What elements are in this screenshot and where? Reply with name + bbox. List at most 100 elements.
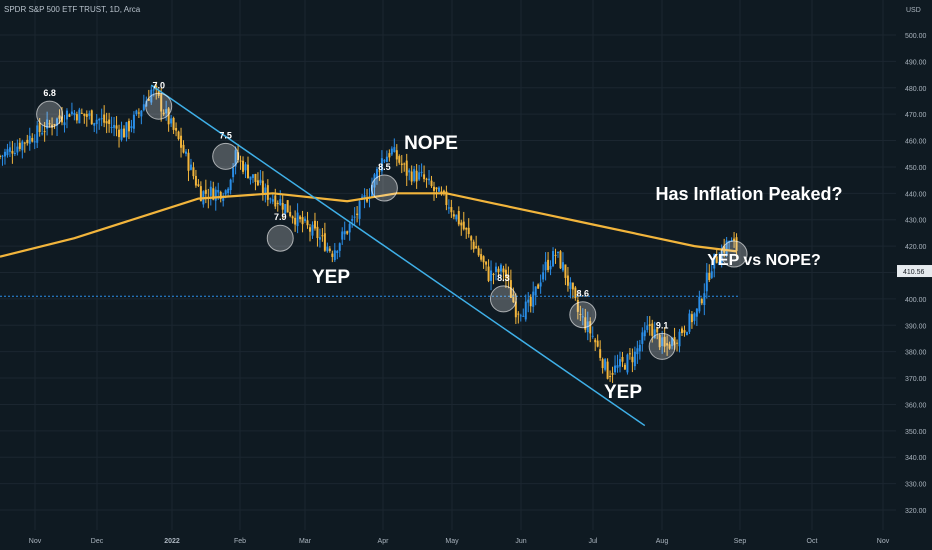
candle-body	[264, 187, 267, 195]
candle-body	[576, 300, 579, 312]
candle-body	[232, 167, 235, 178]
y-tick-label: 330.00	[905, 482, 927, 489]
y-tick-label: 360.00	[905, 402, 927, 409]
candle-body	[601, 359, 604, 369]
candle-body	[160, 94, 163, 112]
candle-body	[105, 121, 108, 124]
candle-body	[385, 156, 388, 163]
candle-body	[197, 184, 200, 187]
candle-body	[73, 112, 76, 116]
candle-body	[80, 112, 83, 114]
candle-body	[517, 313, 520, 315]
candle-body	[199, 186, 202, 202]
candle-body	[108, 119, 111, 125]
candle-body	[214, 189, 217, 201]
candle-body	[698, 296, 701, 312]
annotation-text: YEP vs NOPE?	[707, 252, 821, 269]
highlight-circle	[569, 301, 597, 329]
candle-body	[668, 344, 671, 349]
candle-body	[651, 323, 654, 336]
candle-body	[383, 160, 386, 162]
x-tick-label: Jun	[515, 538, 526, 545]
y-tick-label: 420.00	[905, 244, 927, 251]
candle-body	[254, 173, 257, 182]
candle-body	[676, 342, 679, 344]
candle-body	[167, 108, 170, 125]
candle-body	[455, 214, 458, 220]
candle-body	[428, 178, 431, 181]
candle-body	[447, 207, 450, 209]
candle-body	[623, 364, 626, 370]
candle-body	[53, 123, 56, 126]
candle-body	[398, 156, 401, 163]
candle-body	[333, 250, 336, 261]
candle-body	[410, 171, 413, 182]
candle-body	[115, 125, 118, 129]
candle-body	[534, 286, 537, 296]
x-tick-label: Jul	[589, 538, 598, 545]
candle-body	[554, 254, 557, 256]
candle-body	[249, 176, 252, 180]
highlight-circle	[648, 332, 676, 360]
candle-body	[336, 250, 339, 253]
candle-body	[56, 118, 59, 126]
candle-body	[638, 344, 641, 352]
candle-body	[135, 110, 138, 115]
y-tick-label: 450.00	[905, 165, 927, 172]
candle-body	[6, 149, 9, 156]
candle-body	[296, 212, 299, 227]
candle-body	[247, 164, 249, 179]
candle-body	[51, 124, 54, 128]
candle-body	[13, 152, 16, 155]
candle-body	[559, 251, 562, 269]
candle-body	[393, 147, 396, 152]
candle-body	[286, 200, 289, 213]
candle-body	[544, 261, 547, 271]
candle-body	[430, 180, 433, 187]
annotation-text: YEP	[312, 267, 350, 288]
candle-body	[83, 113, 86, 116]
candle-body	[65, 110, 68, 120]
candle-body	[177, 131, 180, 140]
candle-body	[291, 216, 294, 219]
y-tick-label: 380.00	[905, 350, 927, 357]
x-tick-label: Dec	[91, 538, 104, 545]
candle-body	[234, 150, 237, 167]
candle-body	[579, 313, 582, 315]
candle-body	[313, 220, 316, 229]
candle-body	[21, 141, 24, 151]
candle-body	[306, 220, 309, 226]
candle-body	[274, 195, 277, 207]
candle-body	[725, 240, 728, 255]
candle-body	[477, 248, 480, 256]
candle-body	[596, 340, 599, 347]
candle-body	[8, 147, 11, 152]
candle-body	[413, 169, 416, 181]
candle-body	[405, 160, 408, 176]
candle-body	[375, 169, 378, 179]
candle-body	[400, 163, 403, 166]
candle-body	[480, 254, 483, 260]
candle-body	[237, 152, 240, 161]
candle-body	[611, 372, 614, 375]
highlight-circle	[266, 224, 294, 252]
candle-body	[661, 337, 664, 347]
y-tick-label: 470.00	[905, 112, 927, 119]
candle-body	[217, 189, 220, 193]
candle-body	[299, 216, 302, 220]
candle-body	[311, 224, 314, 236]
candle-body	[3, 151, 6, 157]
candle-body	[172, 117, 175, 130]
candle-body	[512, 294, 515, 303]
candle-body	[626, 354, 629, 373]
candle-body	[341, 231, 344, 240]
candle-body	[125, 122, 128, 138]
candle-body	[118, 129, 121, 138]
candle-body	[338, 243, 341, 251]
x-tick-label: Mar	[299, 538, 312, 545]
candle-body	[31, 137, 34, 142]
candle-body	[346, 231, 349, 234]
candle-body	[690, 314, 693, 323]
candle-body	[643, 330, 646, 337]
candle-body	[242, 160, 245, 172]
